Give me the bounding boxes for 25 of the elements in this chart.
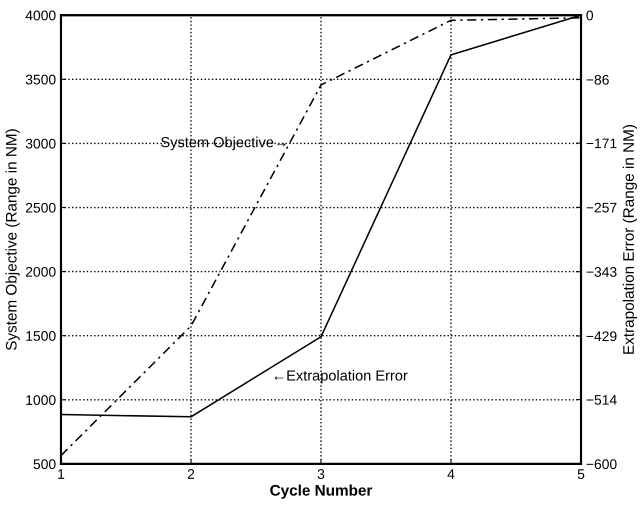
y-axis-title: System Objective (Range in NM) — [5, 129, 20, 350]
y-tick-label: 4000 — [26, 10, 56, 20]
y-tick-label: 2000 — [26, 266, 56, 277]
y-tick-label: 3500 — [26, 74, 56, 84]
y2-tick-label: −429 — [586, 331, 616, 342]
y2-tick-label: −171 — [586, 138, 616, 148]
y-tick-label: 3000 — [26, 138, 56, 149]
y-tick-label: 1000 — [26, 395, 56, 405]
y-tick-label: 1500 — [26, 331, 56, 341]
y-tick-label: 2500 — [26, 202, 56, 213]
y2-tick-label: −257 — [586, 202, 616, 213]
x-tick-label: 1 — [58, 469, 64, 479]
y2-tick-label: −600 — [586, 459, 617, 470]
y2-tick-label: −343 — [586, 267, 617, 277]
y2-tick-label: 0 — [586, 10, 594, 20]
y2-axis-title: Extrapolation Error (Range in NM) — [622, 125, 637, 354]
x-tick-label: 3 — [318, 469, 324, 479]
x-tick-label: 2 — [188, 469, 194, 479]
y-tick-label: 500 — [34, 459, 56, 470]
annotation: ←Extrapolation Error — [274, 370, 408, 384]
y2-tick-label: −514 — [586, 395, 617, 405]
x-tick-label: 5 — [578, 469, 584, 479]
x-tick-label: 4 — [447, 469, 454, 479]
x-axis-title: Cycle Number — [270, 484, 372, 499]
y2-tick-label: −86 — [586, 74, 609, 85]
